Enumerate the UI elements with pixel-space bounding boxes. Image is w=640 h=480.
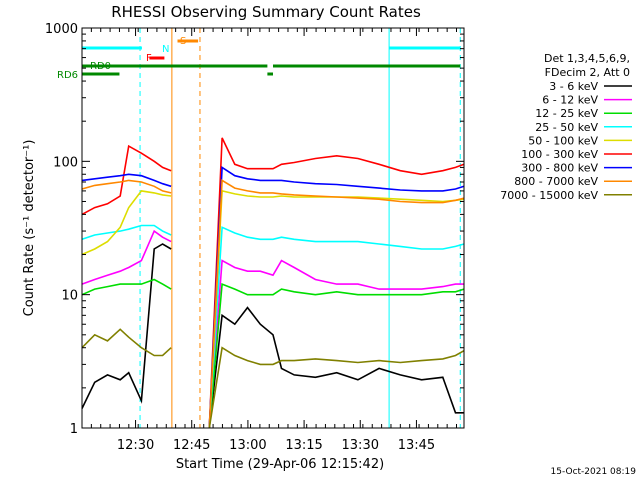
y-tick-label-2: 100 [53, 155, 78, 170]
x-tick-label-3: 13:15 [285, 438, 322, 453]
footer-timestamp: 15-Oct-2021 08:19 [551, 467, 637, 477]
chart-title: RHESSI Observing Summary Count Rates [111, 3, 421, 21]
legend-label-5: 100 - 300 keV [521, 148, 598, 161]
legend-label-6: 300 - 800 keV [521, 162, 598, 175]
series-line-7 [81, 179, 465, 429]
flag-label-1: N [162, 44, 169, 55]
series-line-6 [81, 165, 465, 429]
series-line-4 [81, 189, 465, 429]
legend-label-8: 7000 - 15000 keV [500, 189, 598, 202]
y-axis-label: Count Rate (s⁻¹ detector⁻¹) [22, 140, 37, 317]
x-axis-label: Start Time (29-Apr-06 12:15:42) [176, 457, 384, 472]
x-tick-label-1: 12:45 [173, 438, 210, 453]
y-tick-label-1: 10 [61, 289, 78, 304]
x-tick-label-0: 12:30 [117, 438, 154, 453]
flag-label-0: S [180, 36, 186, 47]
legend-label-2: 12 - 25 keV [535, 107, 598, 120]
flag-label-2: F [146, 53, 152, 64]
plot-frame [81, 27, 465, 429]
flag-bars: SNF RD0 RD6 [57, 36, 461, 81]
legend-label-0: 3 - 6 keV [549, 80, 598, 93]
legend-label-1: 6 - 12 keV [542, 94, 598, 107]
legend-label-4: 50 - 100 keV [528, 134, 598, 147]
series-line-1 [81, 229, 464, 429]
flag-label-3: RD0 [90, 61, 111, 72]
series-line-5 [81, 137, 465, 429]
legend-header-0: Det 1,3,4,5,6,9, [544, 52, 630, 65]
series-line-0 [81, 243, 464, 429]
axes: 1 10 100 1000 12:30 12:45 13:00 13:15 13:30 13:45 [45, 22, 465, 453]
legend-header-1: FDecim 2, Att 0 [545, 66, 630, 79]
legend: Det 1,3,4,5,6,9,FDecim 2, Att 03 - 6 keV… [500, 52, 632, 202]
y-tick-label-3: 1000 [45, 22, 78, 37]
x-tick-label-2: 13:00 [229, 438, 266, 453]
legend-label-3: 25 - 50 keV [535, 121, 598, 134]
flag-label-4: RD6 [57, 70, 78, 81]
series-line-2 [81, 278, 465, 429]
y-tick-label-0: 1 [70, 422, 78, 437]
x-tick-label-4: 13:30 [342, 438, 379, 453]
series-line-3 [81, 224, 465, 429]
x-tick-label-5: 13:45 [398, 438, 435, 453]
plot-area [81, 28, 465, 429]
legend-label-7: 800 - 7000 keV [514, 175, 598, 188]
series-line-8 [81, 328, 465, 429]
